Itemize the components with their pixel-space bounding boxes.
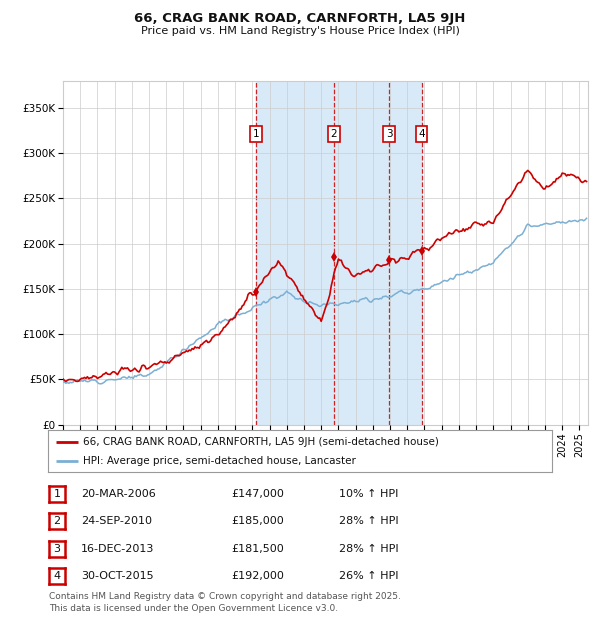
Bar bbox=[256, 81, 334, 425]
Text: 2: 2 bbox=[331, 129, 337, 139]
Text: £192,000: £192,000 bbox=[231, 571, 284, 581]
Bar bbox=[389, 81, 422, 425]
Text: 1: 1 bbox=[53, 489, 61, 499]
Text: HPI: Average price, semi-detached house, Lancaster: HPI: Average price, semi-detached house,… bbox=[83, 456, 356, 466]
Text: 66, CRAG BANK ROAD, CARNFORTH, LA5 9JH (semi-detached house): 66, CRAG BANK ROAD, CARNFORTH, LA5 9JH (… bbox=[83, 436, 439, 446]
Text: 26% ↑ HPI: 26% ↑ HPI bbox=[339, 571, 398, 581]
Bar bbox=[334, 81, 389, 425]
Text: 30-OCT-2015: 30-OCT-2015 bbox=[81, 571, 154, 581]
Text: 1: 1 bbox=[253, 129, 259, 139]
Text: 16-DEC-2013: 16-DEC-2013 bbox=[81, 544, 154, 554]
Text: 66, CRAG BANK ROAD, CARNFORTH, LA5 9JH: 66, CRAG BANK ROAD, CARNFORTH, LA5 9JH bbox=[134, 12, 466, 25]
Text: 2: 2 bbox=[53, 516, 61, 526]
Text: £147,000: £147,000 bbox=[231, 489, 284, 499]
Text: 4: 4 bbox=[418, 129, 425, 139]
Text: 28% ↑ HPI: 28% ↑ HPI bbox=[339, 544, 398, 554]
Text: £185,000: £185,000 bbox=[231, 516, 284, 526]
Text: Price paid vs. HM Land Registry's House Price Index (HPI): Price paid vs. HM Land Registry's House … bbox=[140, 26, 460, 36]
Text: 10% ↑ HPI: 10% ↑ HPI bbox=[339, 489, 398, 499]
Text: 28% ↑ HPI: 28% ↑ HPI bbox=[339, 516, 398, 526]
Text: 24-SEP-2010: 24-SEP-2010 bbox=[81, 516, 152, 526]
Text: Contains HM Land Registry data © Crown copyright and database right 2025.
This d: Contains HM Land Registry data © Crown c… bbox=[49, 591, 401, 613]
Text: 3: 3 bbox=[53, 544, 61, 554]
Text: 4: 4 bbox=[53, 571, 61, 581]
Text: 20-MAR-2006: 20-MAR-2006 bbox=[81, 489, 156, 499]
Text: 3: 3 bbox=[386, 129, 392, 139]
Text: £181,500: £181,500 bbox=[231, 544, 284, 554]
